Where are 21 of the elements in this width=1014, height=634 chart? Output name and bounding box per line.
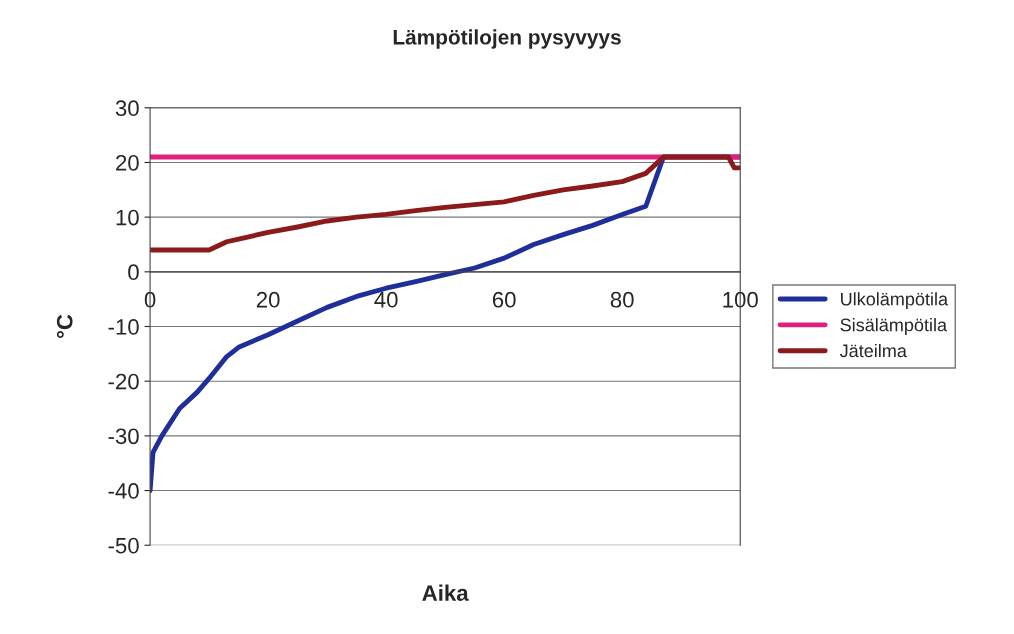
y-tick-label: -50 <box>108 537 139 554</box>
y-tick-label: 10 <box>116 209 139 226</box>
y-tick-label: -20 <box>108 373 139 390</box>
x-tick-label: 20 <box>256 291 280 308</box>
y-tick-label: 0 <box>128 264 139 281</box>
y-tick-label: -10 <box>108 319 139 335</box>
x-tick-label: 0 <box>144 291 156 308</box>
legend-label: Sisälämpötila <box>840 318 948 335</box>
y-axis-title: °C <box>56 314 73 338</box>
legend-label: Jäteilma <box>839 343 907 358</box>
legend-label: Ulkolämpötila <box>841 292 949 310</box>
chart-title: Lämpötilojen pysyvyys <box>393 29 621 49</box>
y-tick-label: 30 <box>115 100 139 117</box>
line-series <box>150 154 741 253</box>
y-tick-label: -30 <box>108 428 139 445</box>
x-axis-title: Aika <box>422 584 469 601</box>
y-tick-label: 20 <box>116 155 139 171</box>
x-tick-label: 80 <box>610 291 634 308</box>
x-tick-label: 60 <box>492 291 516 308</box>
x-tick-label: 40 <box>374 291 398 308</box>
y-tick-label: -40 <box>108 483 139 499</box>
